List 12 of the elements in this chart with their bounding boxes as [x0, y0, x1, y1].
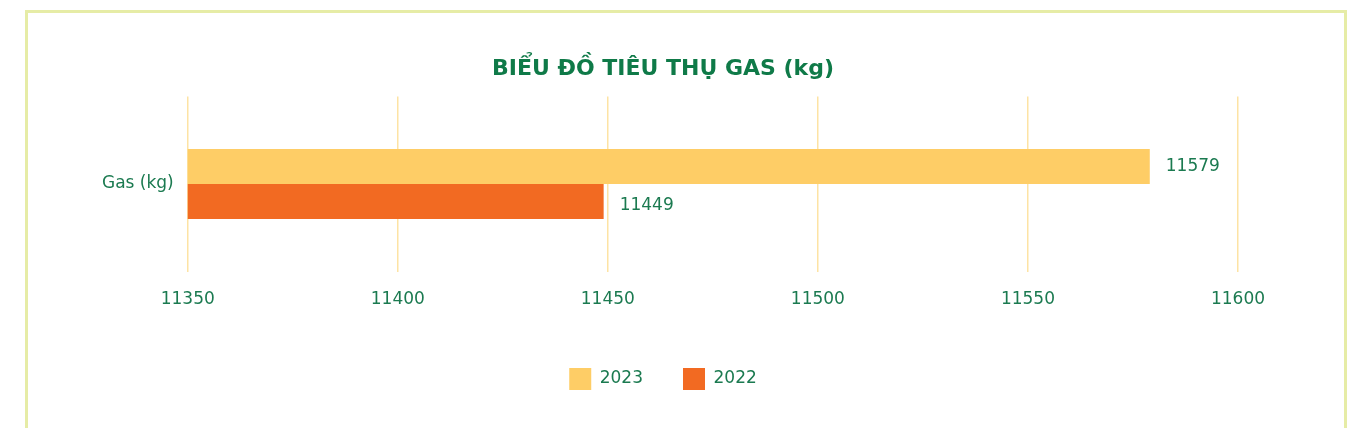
x-tick-label: 11350: [160, 288, 215, 309]
legend-label: 2023: [599, 367, 643, 388]
x-tick-label: 11450: [580, 288, 635, 309]
x-tick-label: 11500: [790, 288, 845, 309]
legend-label: 2022: [713, 367, 757, 388]
data-label: 11579: [1165, 154, 1220, 175]
y-tick-label: Gas (kg): [101, 172, 174, 193]
x-tick-label: 11600: [1210, 288, 1266, 309]
x-tick-label: 11400: [370, 288, 425, 309]
x-tick-label: 11550: [1000, 288, 1055, 309]
chart-title: BIỂU ĐỒ TIÊU THỤ GAS (kg): [491, 51, 835, 80]
data-label: 11449: [619, 193, 674, 214]
